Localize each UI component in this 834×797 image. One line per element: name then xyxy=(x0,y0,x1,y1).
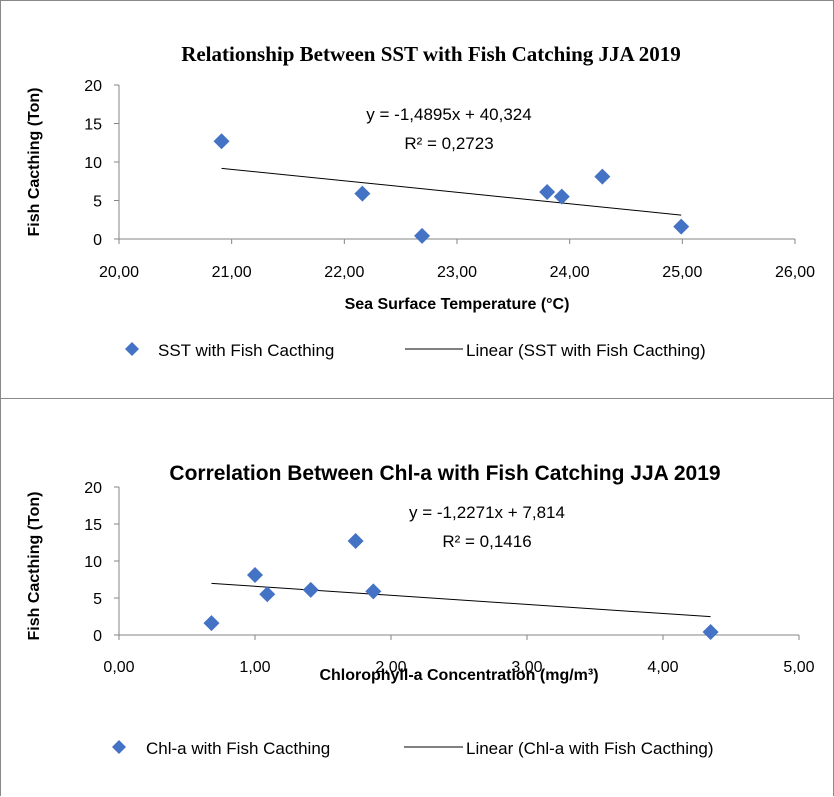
chart-sst: Relationship Between SST with Fish Catch… xyxy=(26,42,815,360)
x-axis-label: Chlorophyll-a Concentration (mg/m³) xyxy=(319,667,598,684)
chart-panel-chla: Correlation Between Chl-a with Fish Catc… xyxy=(0,398,834,796)
x-tick-label: 2,00 xyxy=(375,659,406,676)
legend-marker xyxy=(125,342,139,356)
legend-series-label: SST with Fish Cacthing xyxy=(158,341,334,360)
data-point xyxy=(259,586,276,603)
y-tick-label: 10 xyxy=(84,554,102,571)
y-tick-label: 0 xyxy=(93,232,102,249)
y-tick-label: 15 xyxy=(84,517,102,534)
x-tick-label: 24,00 xyxy=(550,264,590,281)
data-point xyxy=(302,581,319,598)
trendline-equation: y = -1,2271x + 7,814 xyxy=(409,503,565,522)
legend-trendline-label: Linear (SST with Fish Cacthing) xyxy=(466,341,706,360)
legend: Chl-a with Fish Cacthing Linear (Chl-a w… xyxy=(112,739,714,758)
y-tick-label: 5 xyxy=(93,194,102,211)
x-tick-label: 4,00 xyxy=(647,659,678,676)
y-axis-label: Fish Cacthing (Ton) xyxy=(26,491,43,640)
trendline-equation: y = -1,4895x + 40,324 xyxy=(366,105,531,124)
x-axis-label: Sea Surface Temperature (°C) xyxy=(345,296,570,313)
chart-title: Correlation Between Chl-a with Fish Catc… xyxy=(169,462,720,485)
y-tick-label: 0 xyxy=(93,628,102,645)
trendline-r2: R² = 0,2723 xyxy=(404,134,493,153)
y-tick-label: 20 xyxy=(84,78,102,95)
trendline xyxy=(211,582,711,618)
x-tick-label: 5,00 xyxy=(783,659,814,676)
trendline-r2: R² = 0,1416 xyxy=(442,532,531,551)
data-point xyxy=(553,188,570,205)
data-point xyxy=(347,533,364,550)
y-tick-label: 10 xyxy=(84,155,102,172)
legend-series-label: Chl-a with Fish Cacthing xyxy=(146,739,330,758)
x-tick-label: 20,00 xyxy=(99,264,139,281)
x-tick-label: 22,00 xyxy=(324,264,364,281)
data-point xyxy=(673,218,690,235)
x-tick-label: 21,00 xyxy=(212,264,252,281)
data-point xyxy=(539,184,556,201)
data-point xyxy=(365,583,382,600)
chart-panel-sst: Relationship Between SST with Fish Catch… xyxy=(0,0,834,398)
legend: SST with Fish Cacthing Linear (SST with … xyxy=(125,341,706,360)
y-tick-label: 5 xyxy=(93,591,102,608)
data-point xyxy=(247,567,263,584)
data-point xyxy=(213,133,230,150)
trendline xyxy=(221,167,682,216)
x-tick-label: 25,00 xyxy=(662,264,702,281)
x-tick-label: 26,00 xyxy=(775,264,815,281)
chart-chla: Correlation Between Chl-a with Fish Catc… xyxy=(26,462,815,758)
y-tick-label: 15 xyxy=(84,117,102,134)
x-tick-label: 1,00 xyxy=(239,659,270,676)
data-point xyxy=(594,168,611,185)
data-point xyxy=(203,615,220,632)
chart-title: Relationship Between SST with Fish Catch… xyxy=(181,42,681,66)
data-point xyxy=(702,624,719,641)
x-tick-label: 23,00 xyxy=(437,264,477,281)
y-axis-label: Fish Cacthing (Ton) xyxy=(26,87,43,236)
legend-trendline-label: Linear (Chl-a with Fish Cacthing) xyxy=(466,739,714,758)
y-tick-label: 20 xyxy=(84,480,102,497)
legend-marker xyxy=(112,740,126,754)
data-point xyxy=(354,185,371,202)
x-tick-label: 3,00 xyxy=(511,659,542,676)
data-point xyxy=(414,227,431,244)
x-tick-label: 0,00 xyxy=(103,659,134,676)
